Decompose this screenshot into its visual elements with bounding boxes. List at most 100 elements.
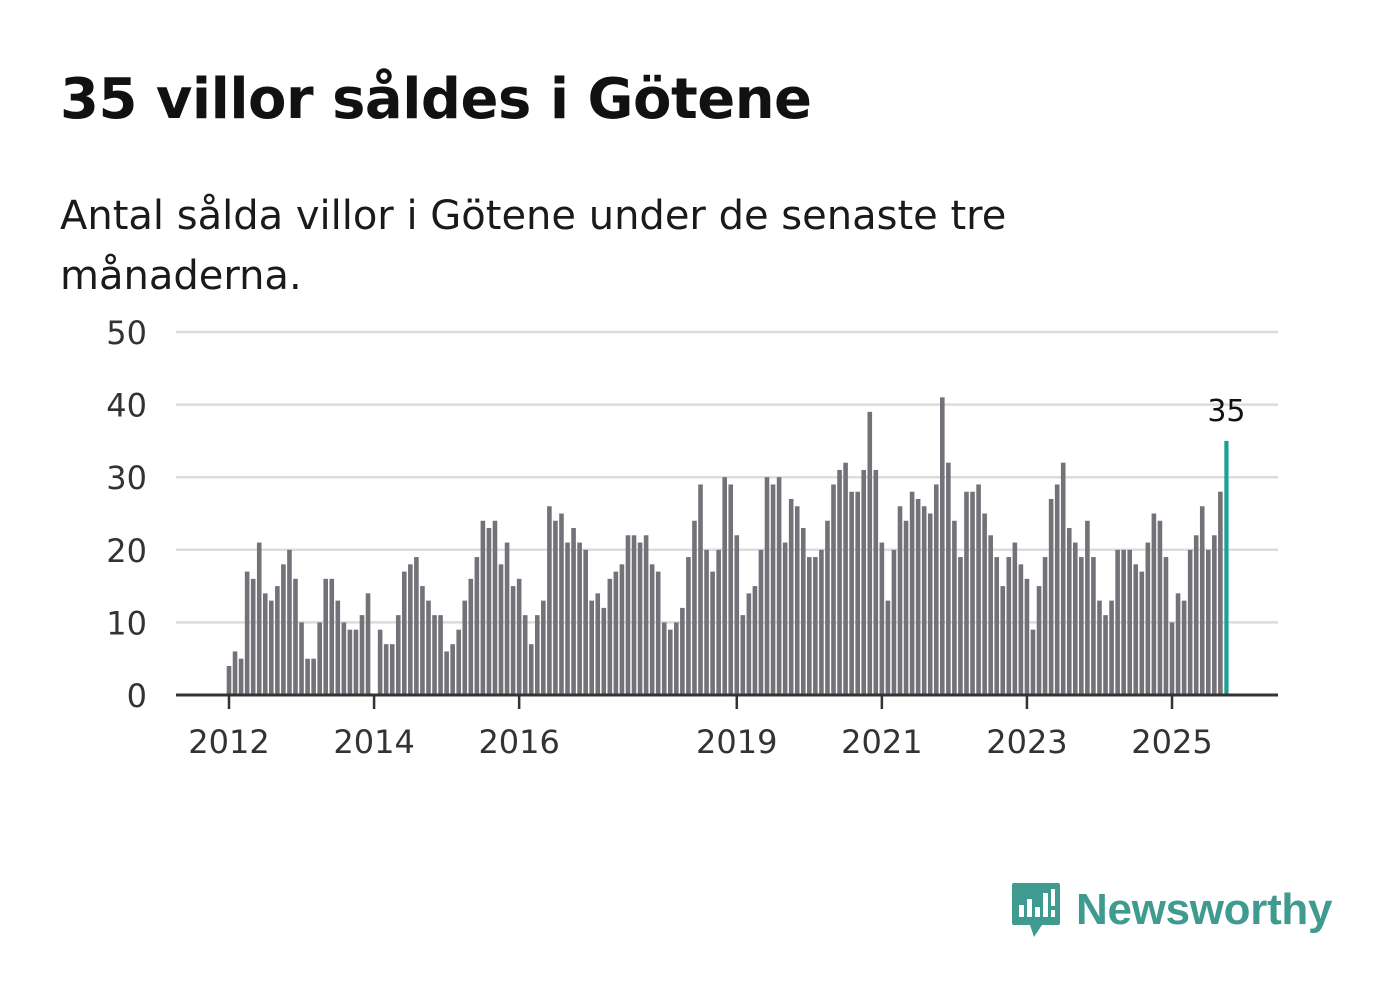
bar bbox=[625, 535, 631, 695]
bar bbox=[964, 491, 969, 695]
x-tick-label: 2019 bbox=[696, 723, 777, 761]
bar bbox=[541, 600, 546, 695]
bar bbox=[583, 549, 588, 695]
bar bbox=[1036, 586, 1042, 695]
bar bbox=[317, 622, 322, 695]
y-tick-label: 30 bbox=[106, 459, 147, 497]
bar bbox=[643, 535, 649, 695]
bar bbox=[728, 484, 734, 695]
bar bbox=[377, 629, 383, 695]
bar bbox=[468, 578, 474, 695]
bar bbox=[1127, 549, 1132, 695]
brand-name: Newsworthy bbox=[1076, 885, 1333, 934]
bar bbox=[758, 549, 764, 695]
bar-chart: 0 10 20 30 40 50 2012 2014 2016 2019 2021 2023 2025… bbox=[106, 314, 1278, 761]
bar bbox=[976, 484, 981, 695]
bar bbox=[571, 528, 576, 695]
bar bbox=[619, 564, 625, 695]
bar bbox=[1205, 549, 1211, 695]
x-tick-label: 2023 bbox=[986, 723, 1067, 761]
bar-latest bbox=[1224, 440, 1229, 695]
bar bbox=[849, 491, 854, 695]
bar bbox=[395, 615, 401, 695]
bar bbox=[414, 557, 419, 695]
x-tick-label: 2012 bbox=[188, 723, 269, 761]
bar bbox=[244, 571, 250, 695]
bar bbox=[994, 557, 1000, 695]
bar bbox=[353, 629, 359, 695]
bar bbox=[1048, 498, 1054, 695]
bars bbox=[226, 397, 1229, 695]
bar bbox=[982, 513, 987, 695]
bar bbox=[232, 651, 238, 695]
bar bbox=[420, 586, 425, 695]
bar bbox=[323, 578, 329, 695]
bar bbox=[800, 528, 806, 695]
bar bbox=[402, 571, 407, 695]
bar bbox=[722, 477, 727, 695]
bar bbox=[988, 535, 993, 695]
bar bbox=[970, 491, 975, 695]
bar bbox=[492, 520, 498, 695]
bar bbox=[287, 549, 292, 695]
bar bbox=[1024, 578, 1030, 695]
bar bbox=[1060, 462, 1066, 695]
bar bbox=[516, 578, 522, 695]
bar bbox=[347, 629, 353, 695]
bar bbox=[927, 513, 933, 695]
bar bbox=[528, 644, 534, 695]
bar bbox=[432, 615, 437, 695]
bar bbox=[807, 557, 812, 695]
bar bbox=[535, 615, 540, 695]
bar bbox=[1175, 593, 1181, 695]
bar bbox=[256, 542, 262, 695]
bar bbox=[1157, 520, 1163, 695]
bar bbox=[958, 557, 963, 695]
bar bbox=[250, 578, 256, 695]
bar bbox=[710, 571, 715, 695]
bar bbox=[553, 520, 558, 695]
bar bbox=[940, 397, 945, 695]
bar bbox=[855, 491, 860, 695]
newsworthy-logo: Newsworthy bbox=[1010, 878, 1332, 942]
bar bbox=[408, 564, 413, 695]
newsworthy-logo-icon bbox=[1012, 883, 1060, 937]
bar bbox=[1030, 629, 1036, 695]
bar bbox=[1139, 571, 1145, 695]
bar bbox=[952, 520, 957, 695]
bar bbox=[275, 586, 280, 695]
bar bbox=[946, 462, 951, 695]
bar bbox=[438, 615, 443, 695]
bar bbox=[1218, 491, 1223, 695]
bar bbox=[667, 629, 673, 695]
bar bbox=[1073, 542, 1078, 695]
bar bbox=[1212, 535, 1217, 695]
bar bbox=[1109, 600, 1114, 695]
bar bbox=[776, 477, 782, 695]
bar bbox=[565, 542, 570, 695]
bar bbox=[1054, 484, 1060, 695]
bar bbox=[456, 629, 462, 695]
bar bbox=[1169, 622, 1175, 695]
bar bbox=[867, 411, 873, 695]
bar bbox=[480, 520, 486, 695]
bar bbox=[1042, 557, 1048, 695]
bar bbox=[752, 586, 758, 695]
bar bbox=[450, 644, 455, 695]
bar bbox=[226, 665, 232, 695]
x-tick-label: 2025 bbox=[1131, 723, 1212, 761]
bar bbox=[329, 578, 335, 695]
x-tick-label: 2014 bbox=[333, 723, 414, 761]
bar bbox=[1006, 557, 1012, 695]
bar bbox=[1079, 557, 1084, 695]
bar bbox=[293, 578, 298, 695]
bar bbox=[383, 644, 389, 695]
bar bbox=[299, 622, 304, 695]
bar bbox=[613, 571, 619, 695]
bar bbox=[601, 607, 607, 695]
bar bbox=[680, 607, 685, 695]
bar bbox=[734, 535, 740, 695]
bar bbox=[262, 593, 268, 695]
bar bbox=[504, 542, 510, 695]
bar bbox=[1199, 506, 1205, 695]
